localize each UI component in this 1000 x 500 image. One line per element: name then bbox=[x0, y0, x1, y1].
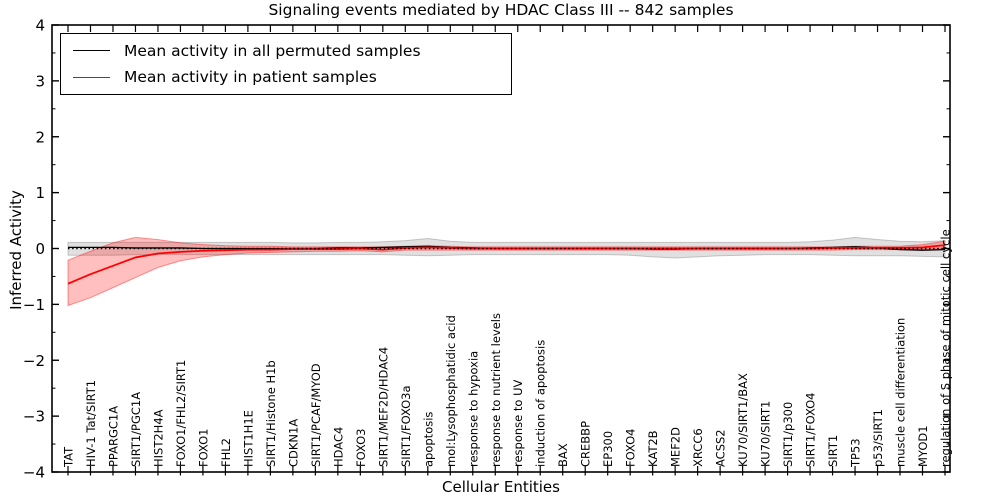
x-category-label: KU70/SIRT1/BAX bbox=[736, 373, 750, 467]
x-category-label: induction of apoptosis bbox=[534, 340, 548, 467]
x-category-label: regulation of S phase of mitotic cell cy… bbox=[939, 229, 953, 467]
x-category-label: SIRT1/Histone H1b bbox=[264, 360, 278, 467]
legend-row-patient: Mean activity in patient samples bbox=[61, 65, 511, 89]
y-tick-label: −2 bbox=[23, 352, 45, 370]
x-category-label: TAT bbox=[62, 446, 76, 468]
x-category-label: MYOD1 bbox=[916, 425, 930, 467]
x-category-label: XRCC6 bbox=[691, 428, 705, 467]
x-category-label: SIRT1/FOXO3a bbox=[399, 385, 413, 467]
x-category-label: SIRT1 bbox=[826, 435, 840, 467]
x-axis-label: Cellular Entities bbox=[442, 478, 560, 496]
patient-line-swatch-icon bbox=[73, 76, 110, 78]
x-category-label: MEF2D bbox=[669, 427, 683, 467]
y-tick-label: 3 bbox=[35, 72, 45, 90]
x-category-label: TP53 bbox=[849, 438, 863, 468]
x-category-label: CREBBP bbox=[579, 421, 593, 467]
y-tick-label: −3 bbox=[23, 408, 45, 426]
x-category-label: mol:Lysophosphatidic acid bbox=[444, 315, 458, 467]
x-category-label: FOXO4 bbox=[624, 429, 638, 467]
x-category-label: PPARGC1A bbox=[106, 406, 120, 467]
x-category-label: response to hypoxia bbox=[466, 351, 480, 467]
x-category-label: response to UV bbox=[511, 379, 525, 467]
x-category-label: SIRT1/FOXO4 bbox=[804, 392, 818, 467]
x-category-label: KU70/SIRT1 bbox=[759, 401, 773, 467]
legend-box: Mean activity in all permuted samples Me… bbox=[60, 33, 512, 95]
x-category-label: HDAC4 bbox=[331, 427, 345, 467]
x-category-label: FOXO3 bbox=[354, 429, 368, 467]
permuted-line-swatch-icon bbox=[73, 50, 110, 52]
x-category-label: ACSS2 bbox=[714, 429, 728, 467]
x-category-label: KAT2B bbox=[646, 430, 660, 467]
x-category-label: SIRT1/p300 bbox=[781, 402, 795, 467]
x-category-label: response to nutrient levels bbox=[489, 313, 503, 467]
y-tick-label: 1 bbox=[35, 184, 45, 202]
x-category-label: HIST2H4A bbox=[151, 409, 165, 467]
chart-title: Signaling events mediated by HDAC Class … bbox=[268, 1, 734, 19]
legend-label-patient: Mean activity in patient samples bbox=[124, 68, 377, 87]
y-tick-label: 2 bbox=[35, 128, 45, 146]
x-category-label: BAX bbox=[556, 443, 570, 467]
legend-row-permuted: Mean activity in all permuted samples bbox=[61, 39, 511, 63]
x-category-label: SIRT1/PCAF/MYOD bbox=[309, 363, 323, 467]
x-category-label: HIST1H1E bbox=[241, 410, 255, 467]
x-category-label: FOXO1/FHL2/SIRT1 bbox=[174, 360, 188, 467]
x-category-label: FOXO1 bbox=[196, 429, 210, 467]
x-category-label: HIV-1 Tat/SIRT1 bbox=[84, 380, 98, 467]
y-tick-label: −1 bbox=[23, 296, 45, 314]
y-tick-label: −4 bbox=[23, 464, 45, 482]
x-category-label: p53/SIRT1 bbox=[871, 409, 885, 467]
x-category-label: apoptosis bbox=[421, 412, 435, 467]
legend-label-permuted: Mean activity in all permuted samples bbox=[124, 41, 421, 60]
x-category-label: SIRT1/MEF2D/HDAC4 bbox=[376, 347, 390, 467]
x-category-label: CDKN1A bbox=[286, 419, 300, 467]
y-tick-label: 4 bbox=[35, 17, 45, 35]
y-axis-label: Inferred Activity bbox=[7, 190, 25, 310]
x-category-label: FHL2 bbox=[219, 438, 233, 467]
x-category-label: EP300 bbox=[601, 431, 615, 467]
y-tick-label: 0 bbox=[35, 240, 45, 258]
x-category-label: SIRT1/PGC1A bbox=[129, 392, 143, 467]
x-category-label: muscle cell differentiation bbox=[894, 318, 908, 467]
plot-frame bbox=[51, 24, 951, 473]
